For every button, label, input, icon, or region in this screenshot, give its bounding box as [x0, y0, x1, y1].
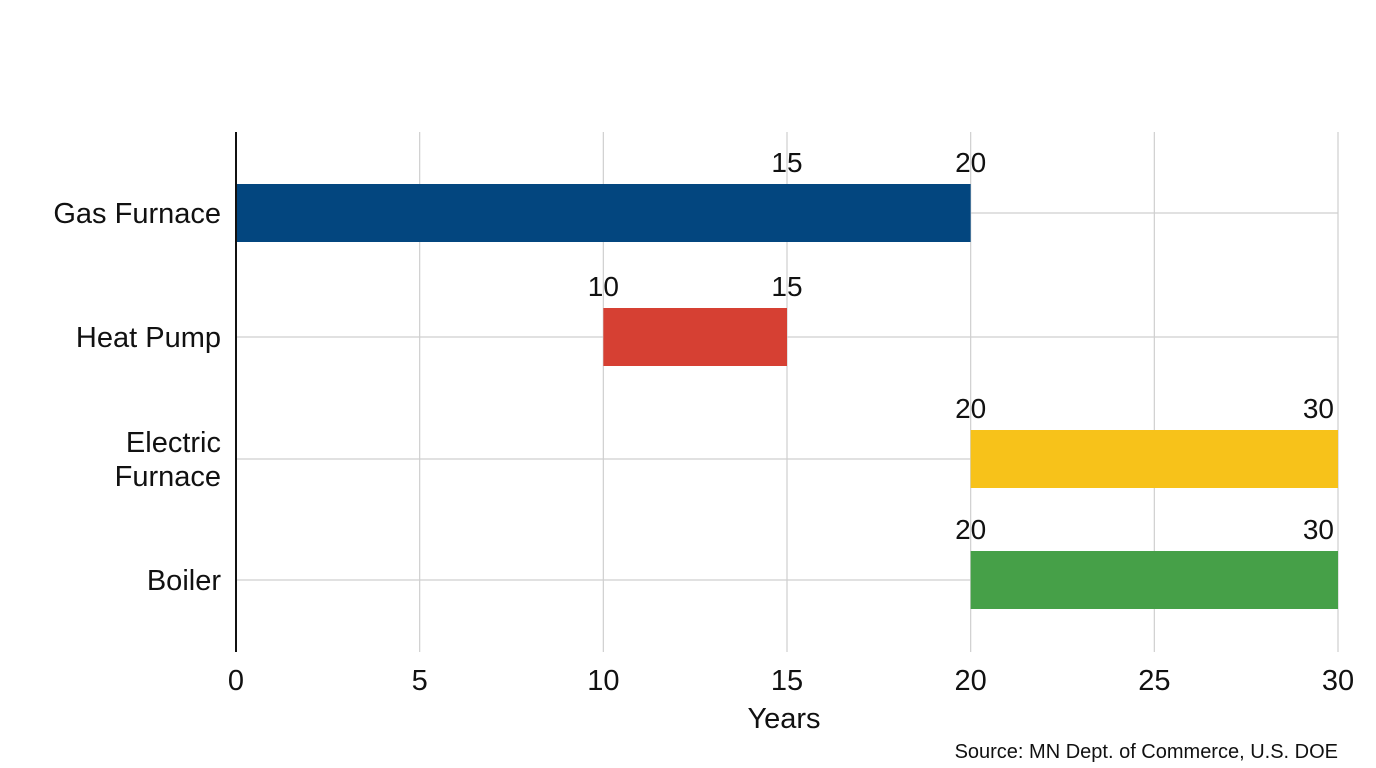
category-label-2-0: Electric: [126, 427, 221, 459]
data-label-end-2: 30: [1303, 393, 1334, 424]
category-label-2-1: Furnace: [115, 461, 221, 493]
data-label-start-3: 20: [955, 514, 986, 545]
x-tick-0: 0: [228, 665, 244, 697]
x-tick-25: 25: [1138, 665, 1170, 697]
bar-3: [970, 551, 1338, 609]
x-tick-10: 10: [587, 665, 619, 697]
data-label-end-3: 30: [1303, 514, 1334, 545]
category-label-1-0: Heat Pump: [76, 322, 221, 354]
bar-2: [970, 430, 1338, 488]
data-label-start-1: 10: [588, 271, 619, 302]
x-tick-labels: 0 5 10 15 20 25 30: [228, 665, 1354, 697]
x-tick-15: 15: [771, 665, 803, 697]
source-note: Source: MN Dept. of Commerce, U.S. DOE: [955, 741, 1338, 763]
x-tick-30: 30: [1322, 665, 1354, 697]
category-label-3-0: Boiler: [147, 565, 221, 597]
bars: [236, 184, 1338, 609]
data-labels: 15 20 10 15 20 30 20 30: [588, 147, 1334, 545]
x-axis-title: Years: [747, 703, 820, 735]
x-tick-5: 5: [412, 665, 428, 697]
x-tick-20: 20: [955, 665, 987, 697]
data-label-start-0: 15: [771, 147, 802, 178]
data-label-start-2: 20: [955, 393, 986, 424]
category-label-0-0: Gas Furnace: [53, 198, 221, 230]
data-label-end-1: 15: [771, 271, 802, 302]
bar-0: [236, 184, 971, 242]
bar-1: [603, 308, 787, 366]
data-label-end-0: 20: [955, 147, 986, 178]
